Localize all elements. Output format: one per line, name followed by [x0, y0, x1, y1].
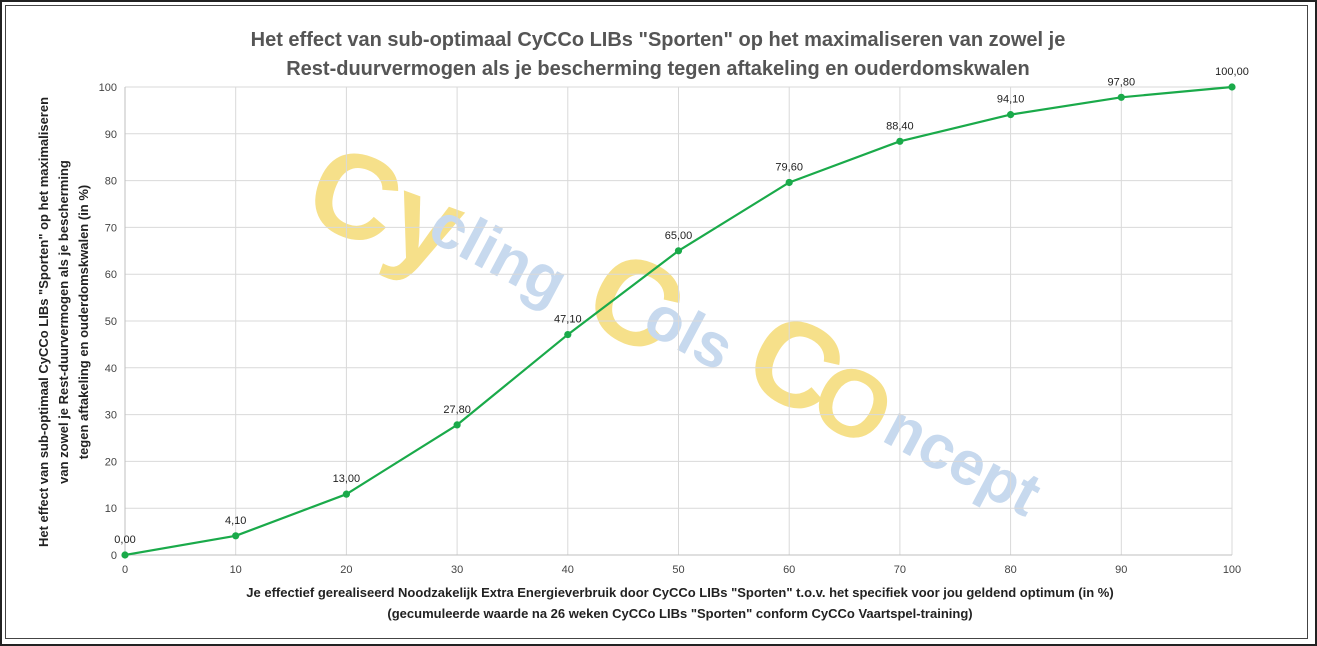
y-axis-title-line-3: tegen aftakeling en ouderdomskwalen (in … — [76, 185, 91, 460]
data-label: 94,10 — [997, 94, 1025, 106]
x-tick-label: 40 — [562, 564, 574, 576]
data-label: 47,10 — [554, 314, 582, 326]
x-tick-label: 20 — [340, 564, 352, 576]
x-tick-label: 70 — [894, 564, 906, 576]
data-point — [232, 532, 240, 540]
data-label: 13,00 — [333, 473, 361, 485]
watermark-cling: cling — [418, 189, 578, 318]
x-tick-label: 60 — [783, 564, 795, 576]
data-label: 0,00 — [114, 534, 135, 546]
chart-title-line-2: Rest-duurvermogen als je bescherming teg… — [286, 58, 1030, 80]
y-axis-title-line-1: Het effect van sub-optimaal CyCCo LIBs "… — [36, 97, 51, 547]
data-point — [1117, 93, 1125, 101]
data-label: 88,40 — [886, 120, 914, 132]
data-label: 79,60 — [775, 161, 803, 173]
y-tick-label: 10 — [105, 503, 117, 515]
data-label: 65,00 — [665, 230, 693, 242]
data-point — [453, 421, 461, 429]
y-tick-label: 100 — [99, 82, 117, 94]
data-point — [674, 247, 683, 255]
y-tick-label: 60 — [105, 269, 117, 281]
x-tick-label: 90 — [1115, 564, 1127, 576]
x-tick-label: 100 — [1223, 564, 1241, 576]
y-tick-label: 30 — [105, 410, 117, 422]
y-tick-label: 80 — [105, 176, 117, 188]
data-labels: 0,00 4,10 13,00 27,80 47,10 65,00 79,60 88,40 94… — [114, 66, 1249, 546]
chart-area-border — [5, 5, 1308, 639]
gridlines — [125, 86, 1233, 555]
data-label: 97,80 — [1108, 76, 1136, 88]
y-tick-label: 40 — [105, 363, 117, 375]
y-axis-title-line-2: van zowel je Rest-duurvermogen als je be… — [56, 160, 71, 484]
data-point — [896, 137, 904, 145]
data-point — [785, 178, 793, 187]
y-tick-label: 50 — [105, 316, 117, 328]
series — [121, 83, 1236, 559]
data-label: 4,10 — [225, 515, 246, 527]
x-tick-labels: 0 10 20 30 40 50 60 70 80 90 100 — [122, 564, 1241, 576]
x-tick-label: 10 — [230, 564, 242, 576]
x-axis-title-line-2: (gecumuleerde waarde na 26 weken CyCCo L… — [387, 606, 972, 621]
x-tick-label: 0 — [122, 564, 128, 576]
x-axis-title-line-1: Je effectief gerealiseerd Noodzakelijk E… — [246, 585, 1113, 600]
x-tick-label: 50 — [672, 564, 684, 576]
y-tick-labels: 0 10 20 30 40 50 60 70 80 90 100 — [99, 82, 117, 562]
y-tick-label: 20 — [105, 456, 117, 468]
data-label: 100,00 — [1215, 66, 1249, 78]
y-tick-label: 70 — [105, 222, 117, 234]
x-tick-label: 80 — [1004, 564, 1016, 576]
x-tick-label: 30 — [451, 564, 463, 576]
data-point — [564, 330, 572, 339]
y-tick-label: 90 — [105, 129, 117, 141]
chart-title-line-1: Het effect van sub-optimaal CyCCo LIBs "… — [251, 29, 1066, 51]
data-point — [1228, 83, 1236, 91]
data-point — [342, 490, 350, 498]
data-point — [1007, 111, 1015, 119]
data-point — [121, 551, 129, 559]
y-tick-label: 0 — [111, 550, 117, 562]
data-label: 27,80 — [443, 404, 471, 416]
axes — [124, 87, 1232, 556]
y-axis-title: Het effect van sub-optimaal CyCCo LIBs "… — [36, 97, 91, 547]
